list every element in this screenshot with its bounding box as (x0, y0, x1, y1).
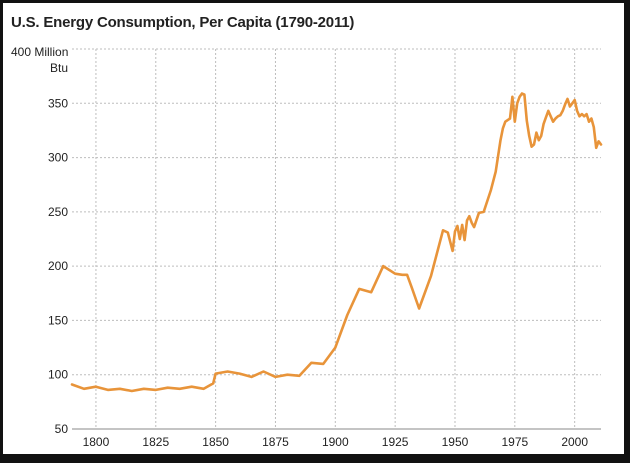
x-tick-label: 1825 (142, 435, 169, 449)
y-tick-label: 300 (48, 151, 68, 165)
y-unit-label: 400 Million (11, 45, 68, 59)
y-tick-label: 150 (48, 313, 68, 327)
chart-frame: U.S. Energy Consumption, Per Capita (179… (3, 3, 624, 454)
x-tick-label: 1850 (202, 435, 229, 449)
line-chart: 50 100 150 200 250 300 350 400 Million Btu 1800 18… (11, 45, 603, 449)
y-tick-label: 250 (48, 205, 68, 219)
x-tick-label: 1975 (501, 435, 528, 449)
chart-title: U.S. Energy Consumption, Per Capita (179… (11, 14, 355, 31)
x-tick-label: 1800 (83, 435, 110, 449)
x-tick-label: 2000 (561, 435, 588, 449)
x-tick-label: 1950 (442, 435, 469, 449)
y-tick-label: 50 (55, 422, 69, 436)
y-tick-label: 100 (48, 368, 68, 382)
x-tick-label: 1900 (322, 435, 349, 449)
y-tick-label: 200 (48, 259, 68, 273)
y-unit-label: Btu (50, 61, 68, 75)
series-line (70, 92, 603, 393)
x-tick-label: 1875 (262, 435, 289, 449)
x-tick-label: 1925 (382, 435, 409, 449)
y-tick-label: 350 (48, 96, 68, 110)
